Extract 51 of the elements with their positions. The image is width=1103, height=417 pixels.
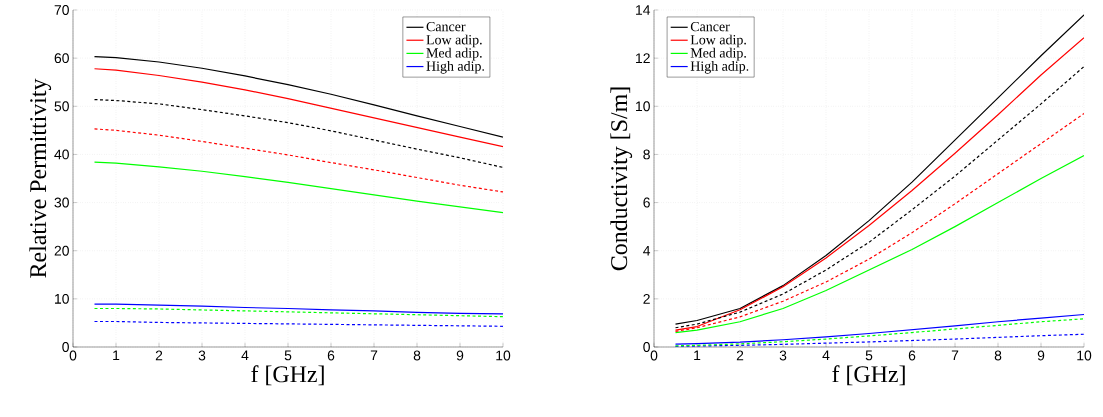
x-tick-label: 5	[865, 350, 873, 361]
x-tick-label: 8	[994, 350, 1002, 361]
legend-label: Cancer	[426, 21, 466, 32]
y-tick-label: 4	[643, 245, 651, 256]
x-tick-label: 8	[413, 350, 421, 361]
x-tick-label: 3	[779, 350, 787, 361]
y-tick-label: 40	[54, 149, 69, 160]
x-tick-label: 1	[694, 350, 701, 361]
x-tick-label: 9	[1037, 350, 1045, 361]
legend-label: Low adip.	[690, 34, 746, 48]
x-tick-label: 4	[822, 350, 830, 361]
x-tick-label: 9	[456, 350, 464, 361]
x-tick-label: 7	[370, 350, 378, 361]
x-tick-label: 4	[241, 350, 249, 361]
x-tick-label: 10	[496, 350, 511, 361]
x-tick-label: 6	[327, 350, 335, 361]
y-tick-label: 2	[643, 293, 650, 304]
x-tick-label: 7	[951, 350, 959, 361]
x-tick-label: 6	[908, 350, 916, 361]
x-tick-label: 3	[198, 350, 206, 361]
x-tick-label: 1	[113, 350, 120, 361]
x-tick-label: 2	[155, 350, 163, 361]
x-tick-label: 10	[1077, 350, 1092, 361]
y-tick-label: 12	[636, 53, 650, 64]
y-axis-title: Conductivity [S/m]	[610, 87, 633, 271]
y-tick-label: 0	[62, 342, 69, 352]
y-tick-label: 0	[643, 342, 650, 352]
legend-label: Med adip.	[426, 47, 482, 61]
legend-label: High adip.	[426, 60, 484, 74]
y-tick-label: 30	[54, 197, 69, 208]
y-tick-label: 20	[54, 245, 69, 256]
x-tick-label: 0	[69, 350, 77, 361]
y-tick-label: 70	[54, 5, 69, 15]
legend-label: Low adip.	[426, 34, 482, 48]
y-axis-title: Relative Permittivity	[29, 78, 52, 278]
x-tick-label: 0	[650, 350, 658, 361]
x-axis-title: f [GHz]	[832, 365, 905, 386]
y-tick-label: 6	[643, 197, 650, 208]
line-series	[93, 303, 503, 315]
x-tick-label: 2	[736, 350, 744, 361]
legend-label: Cancer	[690, 21, 730, 32]
y-tick-label: 10	[55, 293, 69, 304]
x-axis-title: f [GHz]	[251, 365, 324, 386]
legend-label: Med adip.	[690, 47, 746, 61]
y-tick-label: 14	[636, 5, 651, 15]
x-tick-label: 5	[284, 350, 292, 361]
y-tick-label: 10	[636, 101, 650, 112]
legend-label: High adip.	[690, 60, 749, 74]
y-tick-label: 60	[54, 53, 69, 64]
y-tick-label: 50	[54, 101, 69, 112]
y-tick-label: 8	[643, 149, 650, 160]
